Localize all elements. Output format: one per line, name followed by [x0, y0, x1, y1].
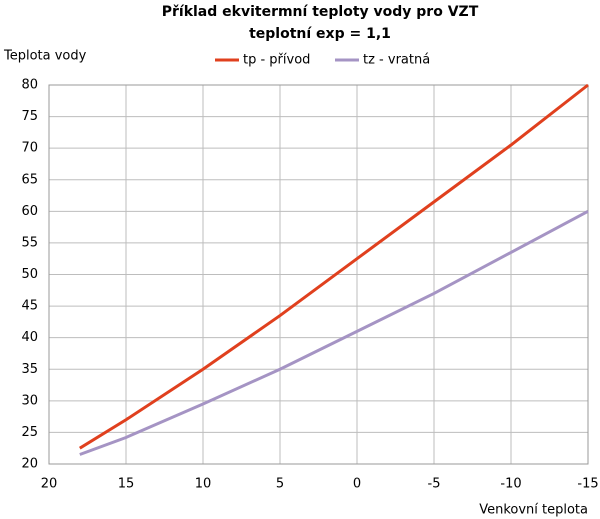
y-tick-label: 70 [21, 141, 38, 156]
y-tick-label: 80 [21, 78, 38, 93]
y-tick-label: 20 [21, 457, 38, 472]
y-axis-title: Teplota vody [3, 49, 87, 64]
legend-label: tz - vratná [363, 53, 430, 68]
y-tick-label: 30 [21, 393, 38, 408]
chart-title: Příklad ekvitermní teploty vody pro VZT [162, 4, 479, 20]
x-axis-title: Venkovní teplota [479, 503, 588, 518]
y-tick-label: 55 [21, 235, 38, 250]
x-tick-label: -5 [428, 477, 441, 492]
x-tick-label: 5 [276, 477, 284, 492]
x-tick-label: -15 [577, 477, 598, 492]
chart-subtitle: teplotní exp = 1,1 [249, 26, 391, 42]
plot-border [48, 84, 589, 465]
y-tick-label: 45 [21, 299, 38, 314]
x-tick-label: 10 [195, 477, 212, 492]
y-tick-label: 25 [21, 425, 38, 440]
line [79, 83, 589, 450]
line [79, 210, 589, 456]
y-tick-label: 60 [21, 204, 38, 219]
y-tick-label: 35 [21, 362, 38, 377]
y-tick-label: 75 [21, 109, 38, 124]
y-tick-label: 65 [21, 172, 38, 187]
y-tick-label: 40 [21, 330, 38, 345]
x-tick-label: -10 [500, 477, 521, 492]
legend-label: tp - přívod [243, 53, 310, 68]
x-tick-label: 20 [41, 477, 58, 492]
x-tick-label: 15 [118, 477, 135, 492]
x-tick-label: 0 [353, 477, 361, 492]
y-tick-label: 50 [21, 267, 38, 282]
